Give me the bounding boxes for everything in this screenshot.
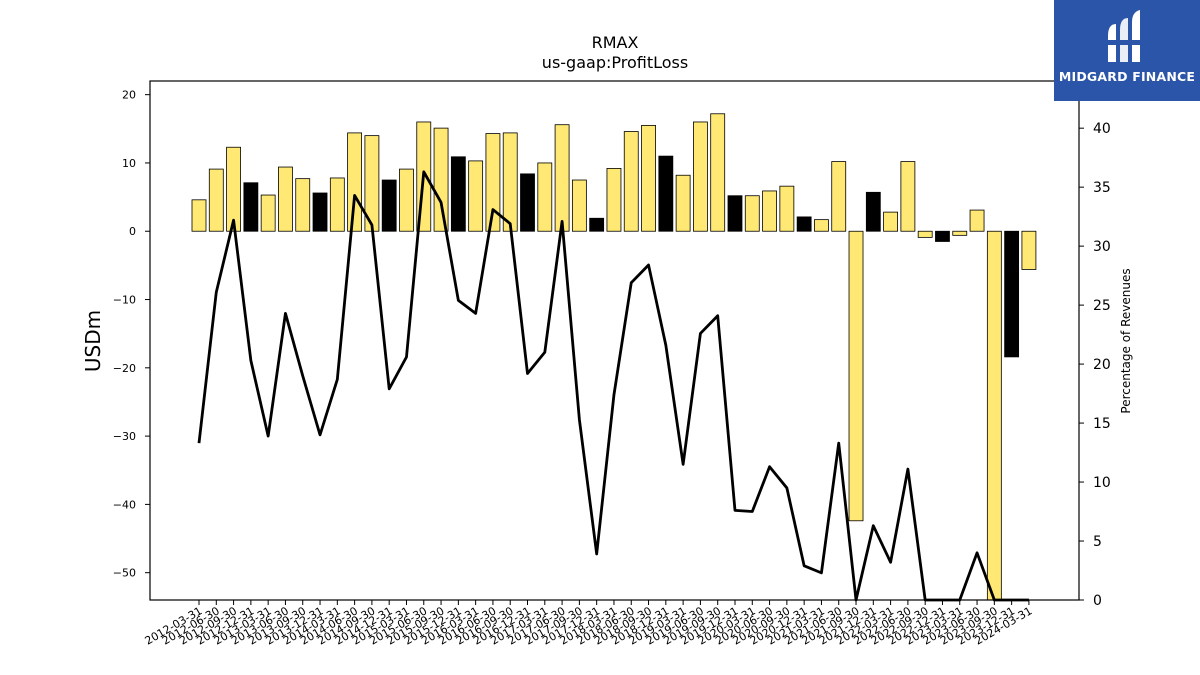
brand-name: MIDGARD FINANCE: [1058, 69, 1196, 84]
y-tick-label: 0: [129, 225, 136, 238]
y-tick-label: 10: [122, 157, 136, 170]
midgard-logo-icon: [1106, 10, 1144, 62]
y2-tick-label: 20: [1093, 357, 1111, 373]
bar: [606, 168, 622, 232]
bar: [848, 230, 864, 522]
bar: [554, 124, 570, 232]
y2-tick-label: 15: [1093, 416, 1111, 432]
y-tick-label: 20: [122, 89, 136, 102]
left-axis: −50 −40 −30 −20 −10 0 10 20: [113, 89, 150, 580]
right-axis: 0 5 10 15 20 25 30 35 40: [1079, 121, 1111, 609]
bar: [295, 178, 311, 232]
y2-tick-label: 35: [1093, 180, 1111, 196]
bar: [796, 216, 812, 232]
y2-tick-label: 30: [1093, 239, 1111, 255]
bar: [468, 160, 484, 232]
bar: [312, 192, 328, 232]
bar: [589, 217, 605, 232]
bar: [571, 179, 587, 232]
brand-logo: MIDGARD FINANCE: [1054, 0, 1200, 101]
bar: [641, 124, 656, 232]
bar: [675, 174, 691, 232]
y-tick-label: −20: [113, 362, 136, 375]
bar: [226, 146, 241, 232]
bar: [450, 156, 466, 232]
plot-frame: [149, 80, 1080, 601]
bar: [693, 121, 708, 232]
y2-tick-label: 5: [1093, 534, 1102, 550]
y2-tick-label: 10: [1093, 475, 1111, 491]
bar: [347, 132, 363, 232]
bar: [278, 166, 293, 232]
chart-title: RMAX: [592, 33, 639, 52]
bar: [485, 133, 501, 232]
bar: [260, 194, 276, 232]
bar: [952, 230, 968, 236]
bar: [727, 195, 743, 232]
bar: [433, 127, 449, 232]
bar: [381, 179, 397, 232]
bar: [762, 190, 777, 232]
bar: [191, 199, 207, 232]
bar: [831, 161, 847, 232]
bar: [917, 230, 933, 238]
bar: [986, 230, 1002, 601]
y-tick-label: −50: [113, 567, 136, 580]
bar: [814, 219, 829, 232]
bar: [623, 131, 639, 232]
bar: [865, 191, 881, 232]
bar: [935, 230, 950, 242]
chart-subtitle: us-gaap:ProfitLoss: [542, 53, 688, 72]
y2-tick-label: 25: [1093, 298, 1111, 314]
y2-axis-label: Percentage of Revenues: [1119, 268, 1133, 413]
bar: [900, 161, 916, 232]
x-axis: 2012-03-312012-06-302012-09-302012-12-31…: [143, 600, 1034, 648]
y-axis-label: USDm: [81, 310, 105, 372]
y2-tick-label: 40: [1093, 121, 1111, 137]
bar: [883, 211, 898, 232]
y-tick-label: −10: [113, 294, 136, 307]
bar: [744, 195, 760, 232]
y2-tick-label: 0: [1093, 593, 1102, 609]
bar: [243, 182, 259, 232]
bar: [969, 209, 985, 232]
percentage-line: [197, 170, 1029, 602]
bar: [537, 162, 553, 232]
bar: [520, 173, 535, 232]
bar: [399, 168, 414, 232]
bar: [779, 185, 795, 232]
bars-layer: [191, 113, 1037, 601]
y-tick-label: −30: [113, 430, 136, 443]
bar: [208, 168, 224, 232]
bar: [710, 113, 726, 232]
bar: [329, 177, 345, 232]
bar: [1021, 230, 1037, 270]
y-tick-label: −40: [113, 498, 136, 511]
bar: [1004, 230, 1020, 358]
bar: [658, 155, 674, 232]
bar: [502, 132, 518, 232]
